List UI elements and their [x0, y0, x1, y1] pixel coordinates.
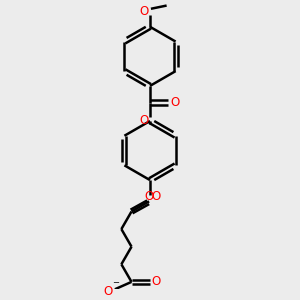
- Text: O: O: [139, 115, 148, 128]
- Text: O: O: [104, 285, 113, 298]
- Text: −: −: [112, 278, 119, 287]
- Text: O: O: [145, 190, 154, 203]
- Text: O: O: [170, 96, 180, 109]
- Text: O: O: [152, 275, 161, 288]
- Text: O: O: [152, 190, 161, 203]
- Text: O: O: [140, 4, 149, 18]
